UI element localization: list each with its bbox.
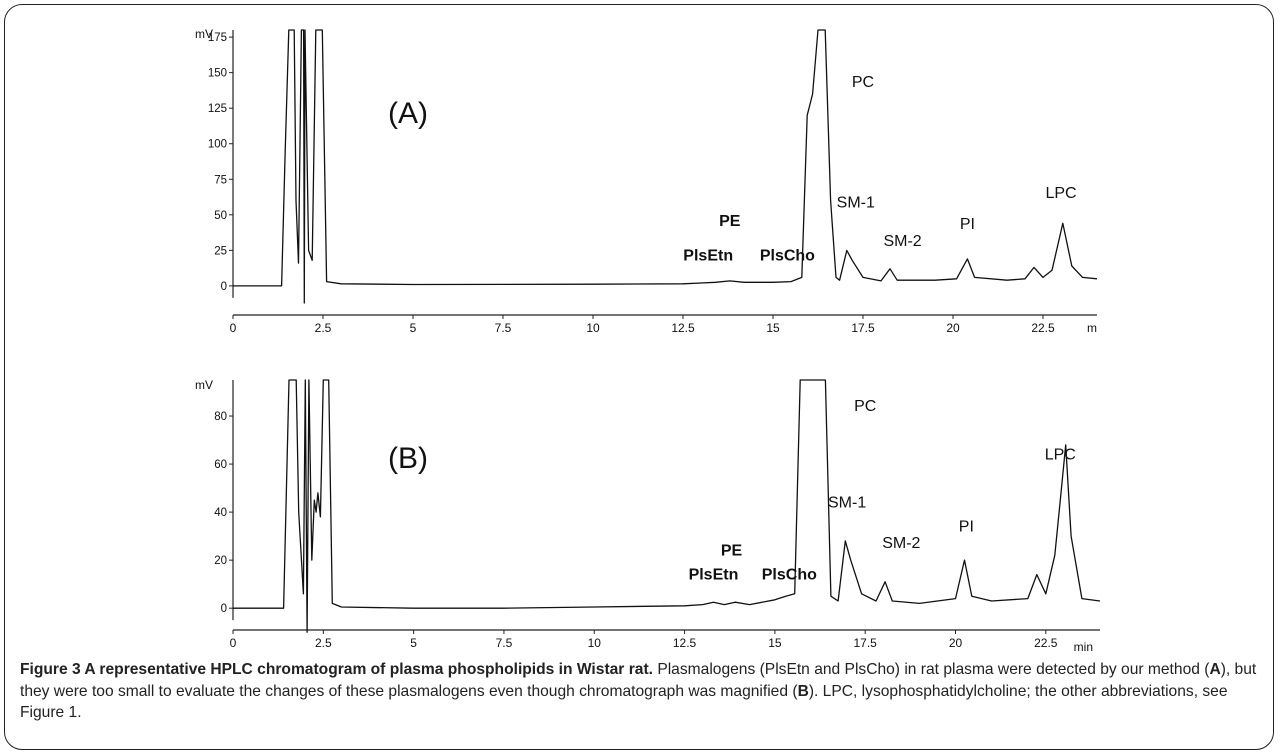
x-tick-label: 20 (949, 636, 963, 650)
caption-bold-a: A (1209, 661, 1221, 678)
peak-label-pe: PE (721, 542, 743, 559)
y-tick-label: 175 (208, 32, 227, 44)
x-tick-label: 17.5 (854, 636, 878, 650)
peak-label-sm-2: SM-2 (883, 233, 921, 250)
x-tick-label: 5 (410, 636, 417, 650)
x-tick-label: 10 (588, 636, 602, 650)
x-tick-label: 0 (230, 636, 237, 650)
y-tick-label: 40 (214, 507, 227, 519)
x-tick-label: 2.5 (315, 321, 332, 335)
y-unit-label: mV (195, 378, 213, 392)
peak-label-sm-2: SM-2 (882, 535, 920, 552)
x-tick-label: 15 (766, 321, 780, 335)
peak-label-lpc: LPC (1045, 185, 1076, 202)
x-tick-label: 20 (946, 321, 960, 335)
x-tick-label: 10 (586, 321, 600, 335)
x-tick-label: 22.5 (1034, 636, 1058, 650)
caption-text-2: ), but they were too small to evaluate t… (20, 661, 1257, 700)
peak-label-plscho: PlsCho (760, 247, 815, 264)
peak-label-plsetn: PlsEtn (689, 566, 739, 583)
peak-label-pc: PC (854, 398, 876, 415)
panel-label: (A) (388, 97, 428, 130)
chromatogram-trace (233, 29, 1098, 304)
x-tick-label: 0 (230, 321, 237, 335)
y-tick-label: 0 (221, 603, 227, 615)
x-unit-label: min (1074, 640, 1093, 654)
peak-label-plscho: PlsCho (762, 566, 817, 583)
y-tick-label: 75 (214, 174, 227, 186)
x-tick-label: 2.5 (315, 636, 332, 650)
figure-frame (4, 4, 1274, 750)
y-tick-label: 25 (214, 245, 227, 257)
peak-label-sm-1: SM-1 (837, 195, 875, 212)
caption-text-1: Plasmalogens (PlsEtn and PlsCho) in rat … (652, 661, 1210, 678)
y-tick-label: 20 (214, 555, 227, 567)
x-tick-label: 12.5 (671, 321, 695, 335)
chromatogram-trace (233, 379, 1101, 633)
y-tick-label: 0 (221, 281, 227, 293)
caption-bold-b: B (797, 682, 809, 700)
peak-label-lpc: LPC (1045, 446, 1076, 463)
y-tick-label: 60 (214, 459, 227, 471)
x-tick-label: 7.5 (495, 321, 512, 335)
y-tick-label: 80 (214, 411, 227, 423)
x-unit-label: m (1087, 321, 1097, 335)
y-tick-label: 150 (208, 68, 227, 80)
x-tick-label: 5 (410, 321, 417, 335)
caption-title: Figure 3 A representative HPLC chromatog… (20, 661, 653, 678)
peak-label-sm-1: SM-1 (828, 494, 866, 511)
peak-label-pi: PI (959, 518, 974, 535)
y-tick-label: 100 (208, 139, 227, 151)
peak-label-plsetn: PlsEtn (683, 247, 733, 264)
y-tick-label: 125 (208, 103, 227, 115)
peak-label-pi: PI (960, 216, 975, 233)
peak-label-pc: PC (852, 74, 874, 91)
x-tick-label: 12.5 (673, 636, 697, 650)
caption-text-3: ). LPC, lysophosphatidylcholine; the oth… (20, 682, 1228, 722)
x-tick-label: 7.5 (496, 636, 513, 650)
x-tick-label: 17.5 (851, 321, 875, 335)
y-unit-label: mV (195, 27, 213, 41)
chromatogram-panel-b: 0 20 40 60 80 mV 0 2.5 5 7.5 10 12.5 15 17.5 20 22.5 min… (195, 378, 1101, 654)
panel-label: (B) (388, 442, 428, 475)
peak-label-pe: PE (719, 213, 741, 230)
x-tick-label: 15 (768, 636, 782, 650)
y-tick-label: 50 (214, 210, 227, 222)
figure-caption: Figure 3 A representative HPLC chromatog… (20, 659, 1265, 724)
x-tick-label: 22.5 (1031, 321, 1055, 335)
